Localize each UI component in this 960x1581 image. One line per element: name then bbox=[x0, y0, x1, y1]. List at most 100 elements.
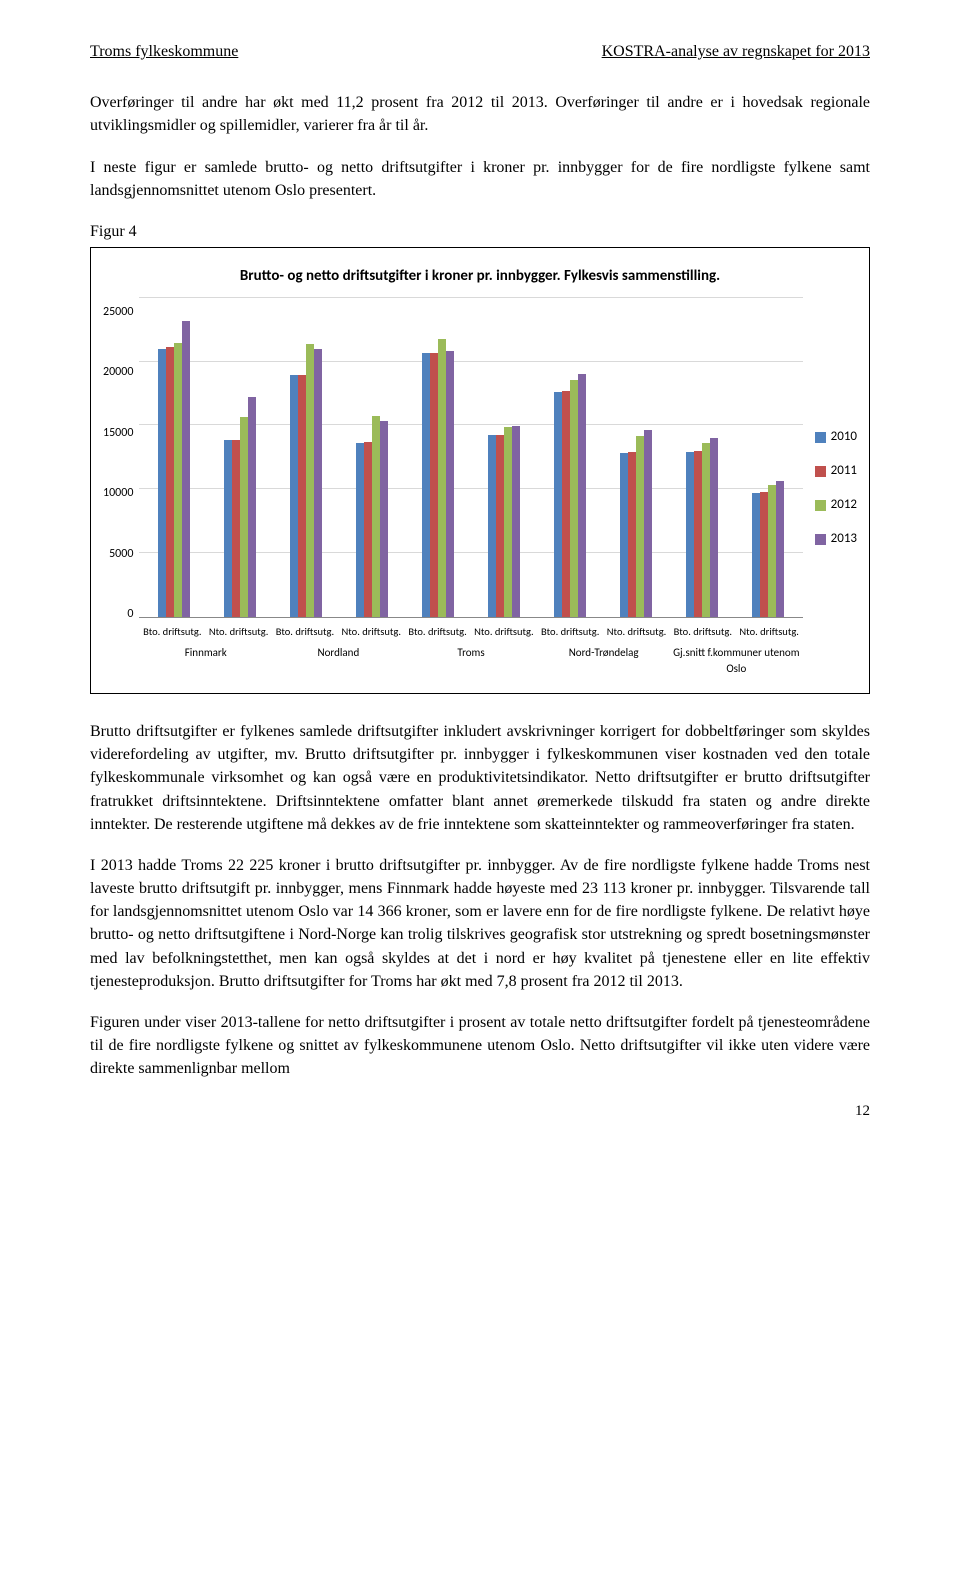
document-header: Troms fylkeskommune KOSTRA-analyse av re… bbox=[90, 40, 870, 63]
bar bbox=[430, 353, 438, 617]
y-tick-label: 0 bbox=[103, 606, 133, 623]
paragraph-4: I 2013 hadde Troms 22 225 kroner i brutt… bbox=[90, 854, 870, 993]
bar bbox=[562, 391, 570, 617]
x-region-label: Finnmark bbox=[139, 643, 272, 679]
bar bbox=[636, 436, 644, 617]
y-tick-label: 20000 bbox=[103, 364, 133, 381]
bar-group bbox=[158, 321, 190, 617]
x-pair-label: Nto. driftsutg. bbox=[474, 624, 534, 639]
bar bbox=[314, 349, 322, 617]
legend-swatch bbox=[815, 466, 826, 477]
bar bbox=[760, 492, 768, 617]
y-tick-label: 15000 bbox=[103, 425, 133, 442]
bar bbox=[364, 442, 372, 617]
figure-4-chart: Brutto- og netto driftsutgifter i kroner… bbox=[90, 247, 870, 694]
legend-label: 2011 bbox=[831, 462, 857, 481]
bar bbox=[248, 397, 256, 617]
bar bbox=[620, 453, 628, 617]
chart-region bbox=[141, 321, 273, 617]
x-axis-pair-labels: Bto. driftsutg. Nto. driftsutg. Bto. drift… bbox=[139, 624, 802, 639]
bar bbox=[182, 321, 190, 617]
bar bbox=[166, 347, 174, 617]
bar bbox=[570, 380, 578, 617]
bar bbox=[372, 416, 380, 617]
bar-group bbox=[290, 344, 322, 617]
bar bbox=[752, 493, 760, 617]
bar bbox=[446, 351, 454, 617]
figure-label: Figur 4 bbox=[90, 220, 870, 243]
x-pair-label: Nto. driftsutg. bbox=[739, 624, 799, 639]
bar bbox=[628, 452, 636, 616]
bar bbox=[356, 443, 364, 617]
paragraph-5: Figuren under viser 2013-tallene for net… bbox=[90, 1011, 870, 1081]
bar bbox=[232, 440, 240, 617]
legend-swatch bbox=[815, 500, 826, 511]
x-pair-label: Bto. driftsutg. bbox=[541, 624, 599, 639]
x-pair-label: Bto. driftsutg. bbox=[408, 624, 466, 639]
x-pair-label: Bto. driftsutg. bbox=[143, 624, 201, 639]
x-pair-label: Nto. driftsutg. bbox=[341, 624, 401, 639]
bar bbox=[380, 421, 388, 617]
bar bbox=[158, 349, 166, 617]
x-pair-label: Bto. driftsutg. bbox=[674, 624, 732, 639]
bar-group bbox=[356, 416, 388, 617]
bar bbox=[512, 426, 520, 617]
bar bbox=[224, 440, 232, 617]
chart-legend: 2010 2011 2012 2013 bbox=[803, 298, 857, 679]
x-pair-label: Nto. driftsutg. bbox=[607, 624, 667, 639]
chart-plot-area bbox=[139, 298, 802, 618]
header-right: KOSTRA-analyse av regnskapet for 2013 bbox=[602, 40, 870, 63]
bar-group bbox=[554, 374, 586, 617]
x-region-label: Nordland bbox=[272, 643, 405, 679]
bar bbox=[578, 374, 586, 617]
bar bbox=[694, 451, 702, 617]
chart-region bbox=[405, 339, 537, 617]
y-tick-label: 10000 bbox=[103, 485, 133, 502]
bar bbox=[438, 339, 446, 617]
legend-label: 2012 bbox=[831, 496, 857, 515]
legend-item: 2010 bbox=[815, 428, 857, 447]
paragraph-1: Overføringer til andre har økt med 11,2 … bbox=[90, 91, 870, 137]
bar bbox=[298, 375, 306, 617]
chart-region bbox=[669, 438, 801, 617]
bar-group bbox=[488, 426, 520, 617]
x-region-label: Troms bbox=[405, 643, 538, 679]
paragraph-2: I neste figur er samlede brutto- og nett… bbox=[90, 156, 870, 202]
bar bbox=[240, 417, 248, 617]
bar bbox=[290, 375, 298, 617]
legend-item: 2011 bbox=[815, 462, 857, 481]
x-region-label: Nord-Trøndelag bbox=[537, 643, 670, 679]
x-pair-label: Nto. driftsutg. bbox=[209, 624, 269, 639]
header-left: Troms fylkeskommune bbox=[90, 40, 238, 63]
bar bbox=[710, 438, 718, 617]
legend-swatch bbox=[815, 534, 826, 545]
paragraph-3: Brutto driftsutgifter er fylkenes samled… bbox=[90, 720, 870, 836]
bar-group bbox=[620, 430, 652, 617]
bar-group bbox=[752, 481, 784, 617]
y-tick-label: 5000 bbox=[103, 546, 133, 563]
legend-item: 2013 bbox=[815, 530, 857, 549]
bar bbox=[422, 353, 430, 617]
bar-group bbox=[422, 339, 454, 617]
bar bbox=[174, 343, 182, 617]
legend-item: 2012 bbox=[815, 496, 857, 515]
chart-region bbox=[537, 374, 669, 617]
bar bbox=[644, 430, 652, 617]
bar bbox=[776, 481, 784, 617]
bar bbox=[702, 443, 710, 617]
bar-group bbox=[224, 397, 256, 617]
chart-region bbox=[273, 344, 405, 617]
bar bbox=[554, 392, 562, 617]
x-region-label: Gj.snitt f.kommuner utenom Oslo bbox=[670, 643, 803, 679]
bar bbox=[768, 485, 776, 617]
page-number: 12 bbox=[90, 1101, 870, 1123]
x-axis-region-labels: FinnmarkNordlandTromsNord-TrøndelagGj.sn… bbox=[139, 643, 802, 679]
bar-group bbox=[686, 438, 718, 617]
legend-label: 2010 bbox=[831, 428, 857, 447]
bar bbox=[488, 435, 496, 617]
bar bbox=[306, 344, 314, 617]
bar bbox=[686, 452, 694, 617]
bar bbox=[496, 435, 504, 617]
chart-title: Brutto- og netto driftsutgifter i kroner… bbox=[103, 266, 857, 288]
x-pair-label: Bto. driftsutg. bbox=[276, 624, 334, 639]
